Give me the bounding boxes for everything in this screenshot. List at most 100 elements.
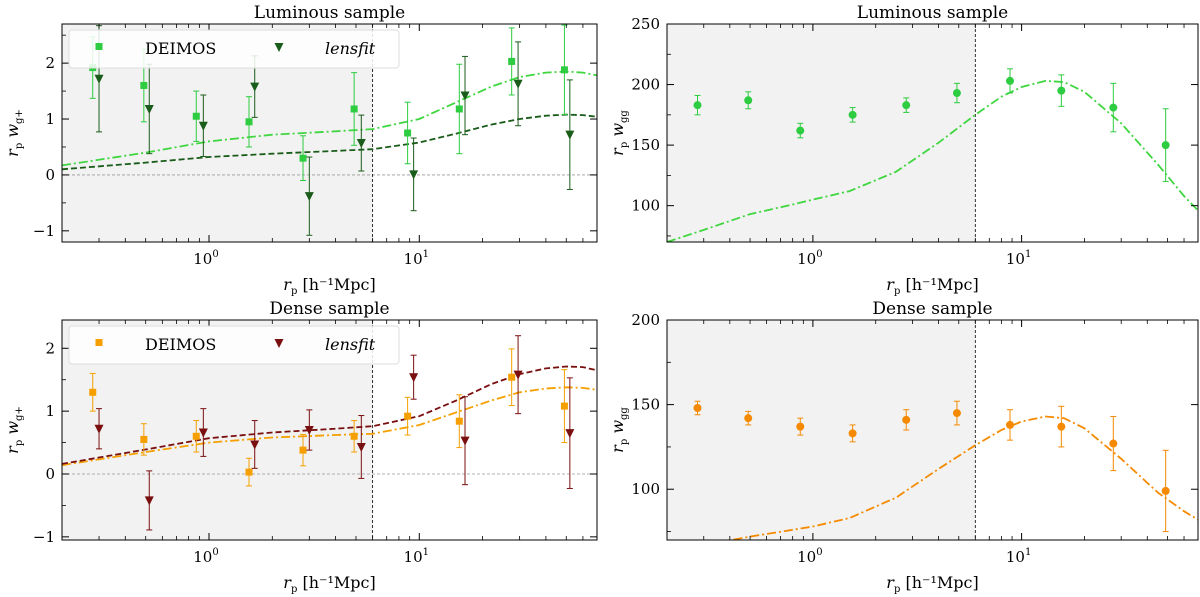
data-point <box>192 432 200 440</box>
y-axis-label: rp wg+ <box>3 109 25 157</box>
data-point <box>409 373 419 383</box>
data-point <box>902 415 911 424</box>
plot-frame <box>61 23 598 243</box>
legend-label: DEIMOS <box>145 39 216 58</box>
data-point <box>94 424 104 434</box>
y-tick-label: 200 <box>631 311 660 329</box>
model-curve-1 <box>667 79 1198 242</box>
data-point <box>250 440 260 450</box>
legend-marker <box>274 43 284 52</box>
y-tick-label: 200 <box>631 76 660 94</box>
model-curve-2 <box>62 365 597 465</box>
data-point <box>350 432 358 440</box>
y-tick-label: 100 <box>631 197 660 215</box>
x-tick-label: 101 <box>1006 249 1031 268</box>
legend-marker <box>95 339 103 346</box>
legend: DEIMOS lensfit <box>68 325 400 365</box>
data-point <box>144 104 154 114</box>
data-point <box>304 192 314 202</box>
panel-bottom-right: 100 150 200 100 101 Dense sample rp [h⁻¹Mpc] rp… <box>608 299 1199 595</box>
data-point <box>299 154 307 162</box>
legend: DEIMOS lensfit <box>68 29 400 69</box>
data-point <box>744 96 753 105</box>
data-point <box>848 110 857 119</box>
x-tick-label: 100 <box>797 547 822 566</box>
y-tick-label: 250 <box>631 15 660 33</box>
data-point <box>902 101 911 110</box>
legend-marker <box>274 339 284 348</box>
data-point <box>1006 76 1015 85</box>
model-curves <box>62 365 597 467</box>
data-point <box>565 130 575 140</box>
panel-title: Luminous sample <box>254 3 405 23</box>
data-point <box>796 422 805 431</box>
data-point <box>404 412 412 420</box>
data-point <box>140 435 148 443</box>
x-axis-label: rp [h⁻¹Mpc] <box>886 275 978 297</box>
data-point <box>560 402 568 410</box>
data-point <box>1057 422 1066 431</box>
data-point <box>455 105 463 113</box>
x-axis-label: rp [h⁻¹Mpc] <box>886 573 978 595</box>
data-point <box>508 373 516 381</box>
data-point <box>565 429 575 439</box>
data-point <box>89 388 97 396</box>
x-tick-label: 101 <box>404 547 429 566</box>
data-point <box>245 118 253 126</box>
panel-top-left: −1 0 1 2 100 101 Luminous sample rp [h⁻¹Mpc] rp … <box>3 3 598 297</box>
y-axis-label: rp wg+ <box>3 406 25 454</box>
data-point <box>144 496 154 506</box>
legend-label: lensfit <box>325 335 376 354</box>
data-point <box>245 468 253 476</box>
panel-title: Dense sample <box>269 299 389 319</box>
x-tick-label: 100 <box>797 249 822 268</box>
x-tick-label: 100 <box>193 547 218 566</box>
plot-frame <box>666 319 1199 541</box>
data-point <box>744 414 753 423</box>
x-tick-label: 100 <box>193 249 218 268</box>
data-point <box>513 370 523 380</box>
legend-box <box>68 325 400 365</box>
series-1 <box>693 400 1170 533</box>
data-point <box>1109 439 1118 448</box>
y-tick-label: −1 <box>33 222 55 240</box>
series-2 <box>94 25 575 236</box>
data-point <box>1161 141 1170 150</box>
y-tick-label: 2 <box>45 339 55 357</box>
legend-label: DEIMOS <box>145 335 216 354</box>
model-curves <box>726 415 1198 540</box>
data-point <box>409 170 419 180</box>
x-axis-label: rp [h⁻¹Mpc] <box>283 573 375 595</box>
legend-marker <box>95 43 103 50</box>
model-curves <box>667 79 1198 242</box>
panel-top-right: 100 150 200 250 100 101 Luminous sample rp [h⁻¹… <box>608 3 1199 297</box>
data-point <box>356 442 366 452</box>
legend-label: lensfit <box>325 39 376 58</box>
data-point <box>508 57 516 65</box>
y-tick-label: 0 <box>45 166 55 184</box>
y-tick-label: 100 <box>631 480 660 498</box>
data-point <box>693 404 702 412</box>
data-point <box>192 112 200 120</box>
data-point <box>455 417 463 425</box>
data-point <box>848 429 857 438</box>
data-point <box>250 82 260 92</box>
data-point <box>94 74 104 84</box>
y-tick-label: 150 <box>631 396 660 414</box>
legend-box <box>68 29 400 69</box>
data-point <box>356 139 366 149</box>
data-point <box>140 81 148 89</box>
series-1 <box>89 348 568 487</box>
series-1 <box>89 24 568 182</box>
y-axis-label: rp wgg <box>608 407 630 453</box>
data-point <box>513 79 523 89</box>
data-point <box>796 126 805 135</box>
data-point <box>350 105 358 113</box>
y-tick-label: 0 <box>45 465 55 483</box>
data-point <box>952 409 961 418</box>
model-curve-1 <box>62 386 597 467</box>
data-point <box>460 436 470 446</box>
data-point <box>198 121 208 131</box>
y-tick-label: 150 <box>631 136 660 154</box>
